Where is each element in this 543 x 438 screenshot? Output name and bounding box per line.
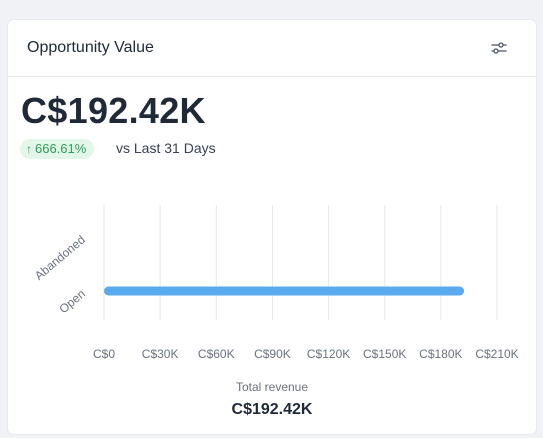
footer-label: Total revenue (235, 380, 309, 394)
compare-label: vs Last 31 Days (116, 140, 216, 156)
change-percent: 666.61% (35, 141, 87, 156)
opportunity-value-card: Opportunity Value C$192.42K ↑ 666.61% vs … (8, 20, 536, 434)
x-tick-label: C$150K (363, 347, 406, 361)
x-tick-labels: C$0 C$30K C$60K C$90K C$120K C$150K C$180K C$21… (93, 347, 519, 361)
x-tick-label: C$210K (475, 347, 518, 361)
x-tick-label: C$120K (307, 347, 350, 361)
change-badge: ↑ 666.61% (20, 139, 95, 159)
category-label: Abandoned (32, 233, 88, 283)
footer-value: C$192.42K (231, 401, 313, 418)
bars (104, 286, 465, 296)
category-label: Open (56, 287, 87, 317)
x-tick-label: C$0 (93, 347, 115, 361)
x-tick-label: C$180K (419, 347, 462, 361)
sliders-icon[interactable] (490, 39, 508, 57)
x-tick-label: C$60K (198, 347, 235, 361)
x-tick-label: C$30K (142, 347, 179, 361)
category-labels: Abandoned Open (32, 233, 88, 317)
card-header: Opportunity Value (8, 20, 536, 77)
arrow-up-icon: ↑ (26, 142, 32, 156)
grid-lines (103, 205, 498, 320)
x-tick-label: C$90K (254, 347, 291, 361)
card-title: Opportunity Value (27, 39, 154, 56)
bar-open[interactable] (104, 286, 465, 296)
total-value: C$192.42K (21, 90, 206, 131)
